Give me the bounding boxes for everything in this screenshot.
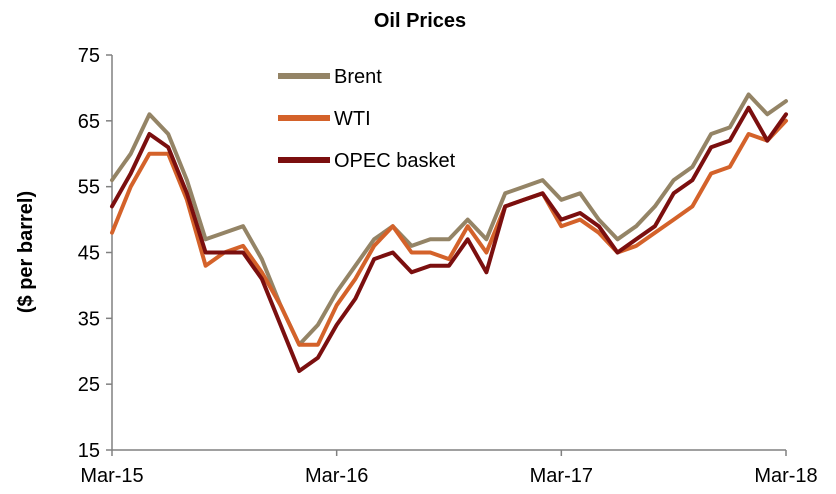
chart-title: Oil Prices bbox=[374, 10, 466, 32]
y-ticks: 15 25 35 45 55 65 75 bbox=[78, 45, 112, 462]
y-tick-label: 25 bbox=[78, 374, 100, 396]
x-tick-label: Mar-18 bbox=[754, 465, 817, 487]
y-tick-label: 65 bbox=[78, 111, 100, 133]
x-tick-label: Mar-15 bbox=[80, 465, 143, 487]
legend-label-brent: Brent bbox=[334, 66, 382, 88]
x-tick-label: Mar-17 bbox=[530, 465, 593, 487]
y-tick-label: 55 bbox=[78, 177, 100, 199]
legend-label-wti: WTI bbox=[334, 108, 371, 130]
x-ticks: Mar-15 Mar-16 Mar-17 Mar-18 bbox=[80, 450, 818, 487]
legend: Brent WTI OPEC basket bbox=[278, 66, 456, 172]
series-line-brent bbox=[110, 92, 788, 347]
plot-area: 15 25 35 45 55 65 75 Mar-15 Mar-16 Mar-17 Mar-18 bbox=[78, 45, 818, 487]
series-line-opec-basket bbox=[110, 105, 788, 373]
x-tick-label: Mar-16 bbox=[305, 465, 368, 487]
y-axis-label: ($ per barrel) bbox=[15, 191, 37, 313]
y-tick-label: 75 bbox=[78, 45, 100, 67]
y-tick-label: 15 bbox=[78, 440, 100, 462]
y-tick-label: 45 bbox=[78, 243, 100, 265]
legend-label-opec-basket: OPEC basket bbox=[334, 150, 456, 172]
y-tick-label: 35 bbox=[78, 308, 100, 330]
series-lines bbox=[110, 92, 788, 373]
